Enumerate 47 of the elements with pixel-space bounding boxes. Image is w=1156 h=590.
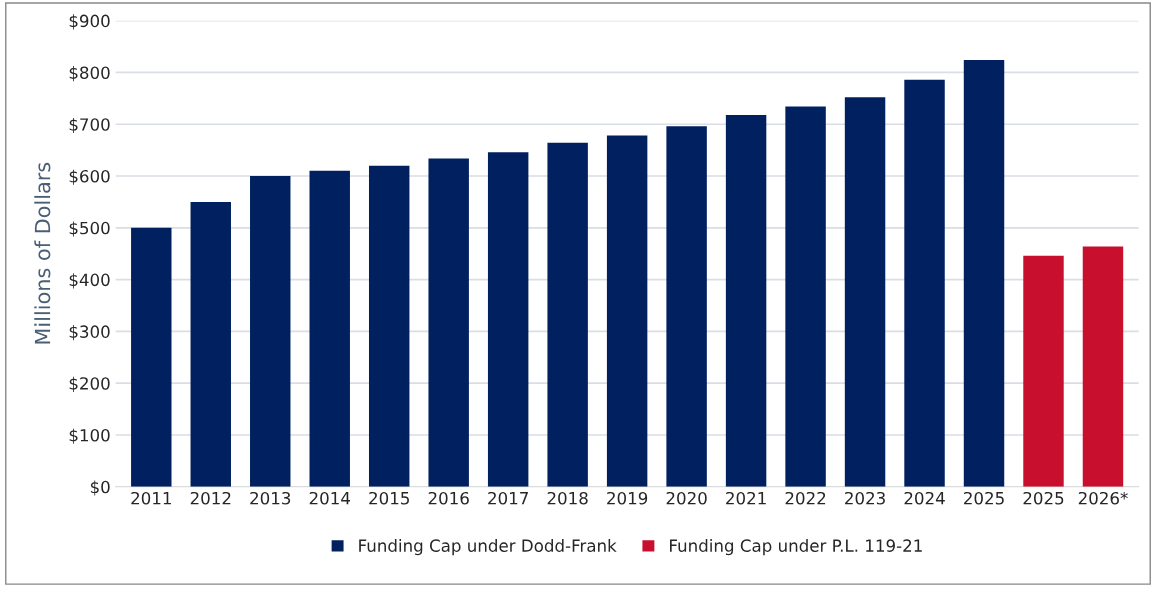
x-tick-label: 2023 [845,491,885,505]
x-tick-label: 2013 [250,491,291,505]
x-tick-label: 2026* [1078,491,1128,505]
bar [547,142,588,487]
x-tick-label: 2018 [547,491,588,505]
bar [904,79,945,487]
y-tick-label: $400 [69,273,110,289]
y-tick-label: $900 [69,14,110,30]
y-tick-label: $800 [69,66,110,82]
bar [666,126,707,487]
x-tick-label: 2025 [964,491,1004,505]
bar [368,165,410,487]
x-tick-label: 2014 [309,491,350,505]
bar [428,158,469,487]
x-tick-label: 2022 [785,491,826,505]
x-tick-label: 2015 [369,491,409,505]
bar [250,176,291,487]
y-tick-label: $300 [69,325,110,341]
y-tick-label: $700 [69,117,110,134]
y-tick-label: $600 [69,169,110,185]
legend-label: Funding Cap under P.L. 119-21 [670,539,922,556]
y-tick-label: $100 [69,428,110,444]
y-axis-title: Millions of Dollars [34,162,51,344]
bar [844,97,886,487]
y-tick-label: $0 [90,480,110,496]
y-tick-label: $500 [69,221,110,237]
x-tick-label: 2017 [488,491,528,505]
bar [606,135,648,487]
bar [725,114,767,487]
bar [1023,255,1064,487]
bar [785,106,826,487]
x-tick-label: 2011 [131,491,171,505]
bar [963,60,1005,487]
x-tick-label: 2012 [190,491,231,505]
legend-label: Funding Cap under Dodd-Frank [359,539,617,556]
x-tick-label: 2019 [607,491,648,505]
bar [190,201,231,487]
x-tick-label: 2020 [666,491,707,505]
x-tick-label: 2024 [904,491,945,505]
bar [309,170,350,487]
x-tick-label: 2021 [726,491,766,505]
bar [1082,246,1124,487]
x-tick-label: 2025 [1023,491,1064,505]
bar [131,227,172,487]
y-tick-label: $200 [69,376,110,392]
bar [487,152,529,487]
x-tick-label: 2016 [428,491,469,505]
